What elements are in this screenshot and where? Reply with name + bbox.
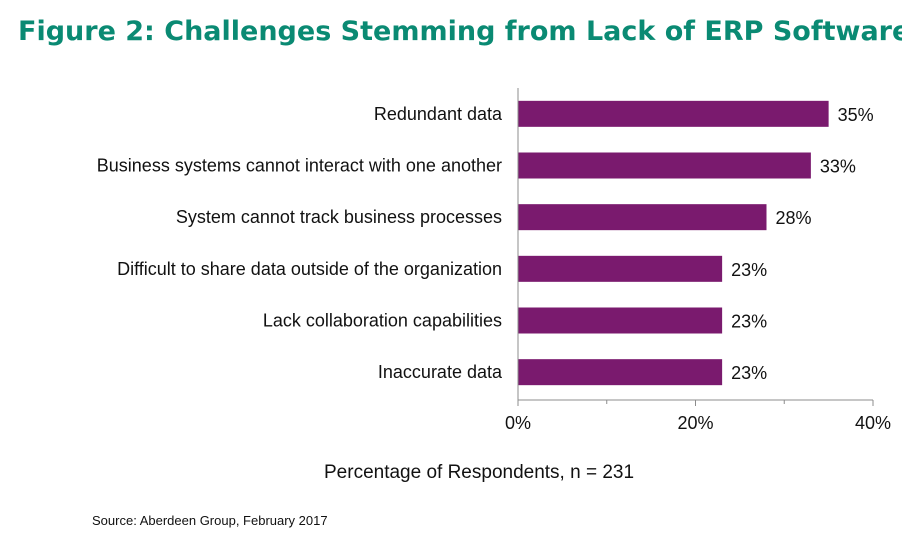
bar [518,100,829,127]
bar [518,152,811,179]
value-label: 23% [731,312,767,332]
source-note: Source: Aberdeen Group, February 2017 [92,513,328,528]
bar [518,204,767,231]
x-axis: 0% 20% 40% [505,88,891,433]
x-tick-label: 20% [677,413,713,433]
x-tick-label: 40% [855,413,891,433]
chart-title: Figure 2: Challenges Stemming from Lack … [18,16,902,47]
category-label: Business systems cannot interact with on… [97,156,502,176]
value-label: 35% [838,105,874,125]
category-label: Lack collaboration capabilities [263,311,502,331]
bars-layer: Redundant data 35% Business systems cannot… [97,100,874,386]
bar [518,307,723,334]
value-label: 23% [731,260,767,280]
x-tick-label: 0% [505,413,531,433]
value-label: 33% [820,157,856,177]
bar [518,255,723,282]
value-label: 23% [731,363,767,383]
category-label: System cannot track business processes [176,207,502,227]
bar [518,359,723,386]
category-label: Difficult to share data outside of the o… [117,259,502,279]
value-label: 28% [776,208,812,228]
x-axis-label: Percentage of Respondents, n = 231 [324,462,635,483]
category-label: Redundant data [374,104,503,124]
category-label: Inaccurate data [378,362,503,382]
